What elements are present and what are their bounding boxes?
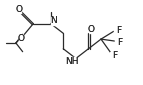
Text: O: O (88, 25, 95, 34)
Bar (115, 38, 120, 46)
Text: F: F (113, 51, 118, 60)
Text: O: O (17, 34, 24, 43)
Text: F: F (117, 37, 123, 46)
Text: F: F (113, 51, 118, 60)
Text: N: N (50, 16, 57, 25)
Text: N: N (50, 16, 57, 25)
Text: O: O (88, 25, 95, 34)
Bar (17, 5, 21, 13)
Bar (51, 17, 56, 25)
Bar (110, 52, 115, 59)
Text: NH: NH (65, 57, 79, 66)
Bar (19, 34, 23, 42)
Text: O: O (15, 5, 22, 14)
Text: NH: NH (65, 57, 79, 66)
Bar (68, 57, 76, 65)
Text: F: F (117, 37, 123, 46)
Text: O: O (17, 34, 24, 43)
Text: O: O (15, 5, 22, 14)
Bar (89, 26, 94, 33)
Text: F: F (117, 26, 122, 35)
Bar (114, 27, 119, 34)
Text: F: F (117, 26, 122, 35)
